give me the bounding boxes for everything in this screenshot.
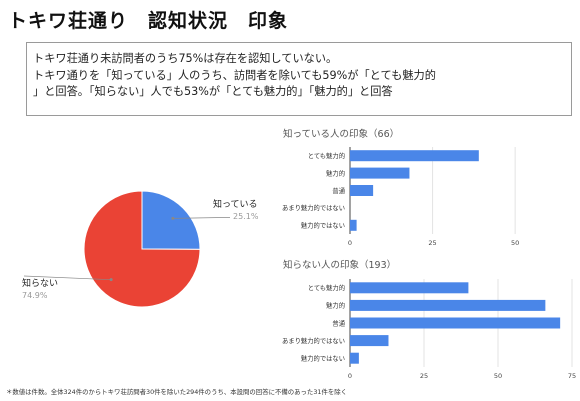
- pie-slice-known: [141, 190, 201, 250]
- bar: [350, 317, 561, 329]
- x-tick-label: 0: [348, 239, 352, 247]
- bar-chart-title: 知らない人の印象（193）: [283, 259, 396, 271]
- bar: [350, 282, 469, 294]
- bar: [350, 219, 357, 231]
- bar: [350, 185, 374, 196]
- x-tick-label: 0: [348, 372, 352, 380]
- bar: [350, 167, 410, 179]
- x-tick-label: 25: [428, 239, 436, 247]
- category-label: 普通: [332, 186, 345, 195]
- category-label: あまり魅力的ではない: [282, 203, 345, 212]
- category-label: とても魅力的: [308, 283, 345, 292]
- bar: [350, 335, 389, 347]
- pie-label-leader: [23, 275, 112, 281]
- x-tick-label: 25: [420, 372, 428, 380]
- category-label: 魅力的: [326, 301, 345, 310]
- pie-label: 知っている: [213, 198, 258, 210]
- summary-box: トキワ荘通り未訪問者のうち75%は存在を認知していない。 トキワ通りを「知ってい…: [26, 42, 572, 116]
- bar: [350, 150, 479, 162]
- page-title: トキワ荘通り 認知状況 印象: [8, 10, 289, 32]
- bar-chart-title: 知っている人の印象（66）: [283, 128, 399, 140]
- category-label: 魅力的ではない: [301, 221, 345, 230]
- category-label: あまり魅力的ではない: [282, 336, 345, 345]
- bar: [350, 352, 359, 364]
- footnote: ＊数値は件数。全体324件のからトキワ荘訪問者30件を除いた294件のうち、本設…: [6, 388, 348, 396]
- x-tick-label: 50: [494, 372, 502, 380]
- pie-label-leader: [172, 216, 231, 219]
- pie-label-dot: [109, 278, 113, 282]
- category-label: 普通: [332, 318, 345, 327]
- pie-label: 知らない: [22, 277, 58, 289]
- summary-line: 」と回答。「知らない」人でも53%が「とても魅力的」「魅力的」と回答: [33, 85, 393, 98]
- pie-percent-label: 25.1%: [233, 212, 259, 221]
- pie-percent-label: 74.9%: [22, 291, 48, 300]
- summary-line: トキワ通りを「知っている」人のうち、訪問者を除いても59%が「とても魅力的: [33, 68, 436, 82]
- category-label: 魅力的ではない: [301, 354, 345, 363]
- category-label: 魅力的: [326, 168, 345, 177]
- x-tick-label: 75: [568, 372, 576, 380]
- bar: [350, 299, 546, 311]
- x-tick-label: 50: [511, 239, 519, 247]
- category-label: とても魅力的: [308, 151, 345, 160]
- summary-line: トキワ荘通り未訪問者のうち75%は存在を認知していない。: [33, 52, 338, 65]
- pie-slice-unknown: [83, 190, 201, 308]
- pie-label-dot: [171, 216, 175, 220]
